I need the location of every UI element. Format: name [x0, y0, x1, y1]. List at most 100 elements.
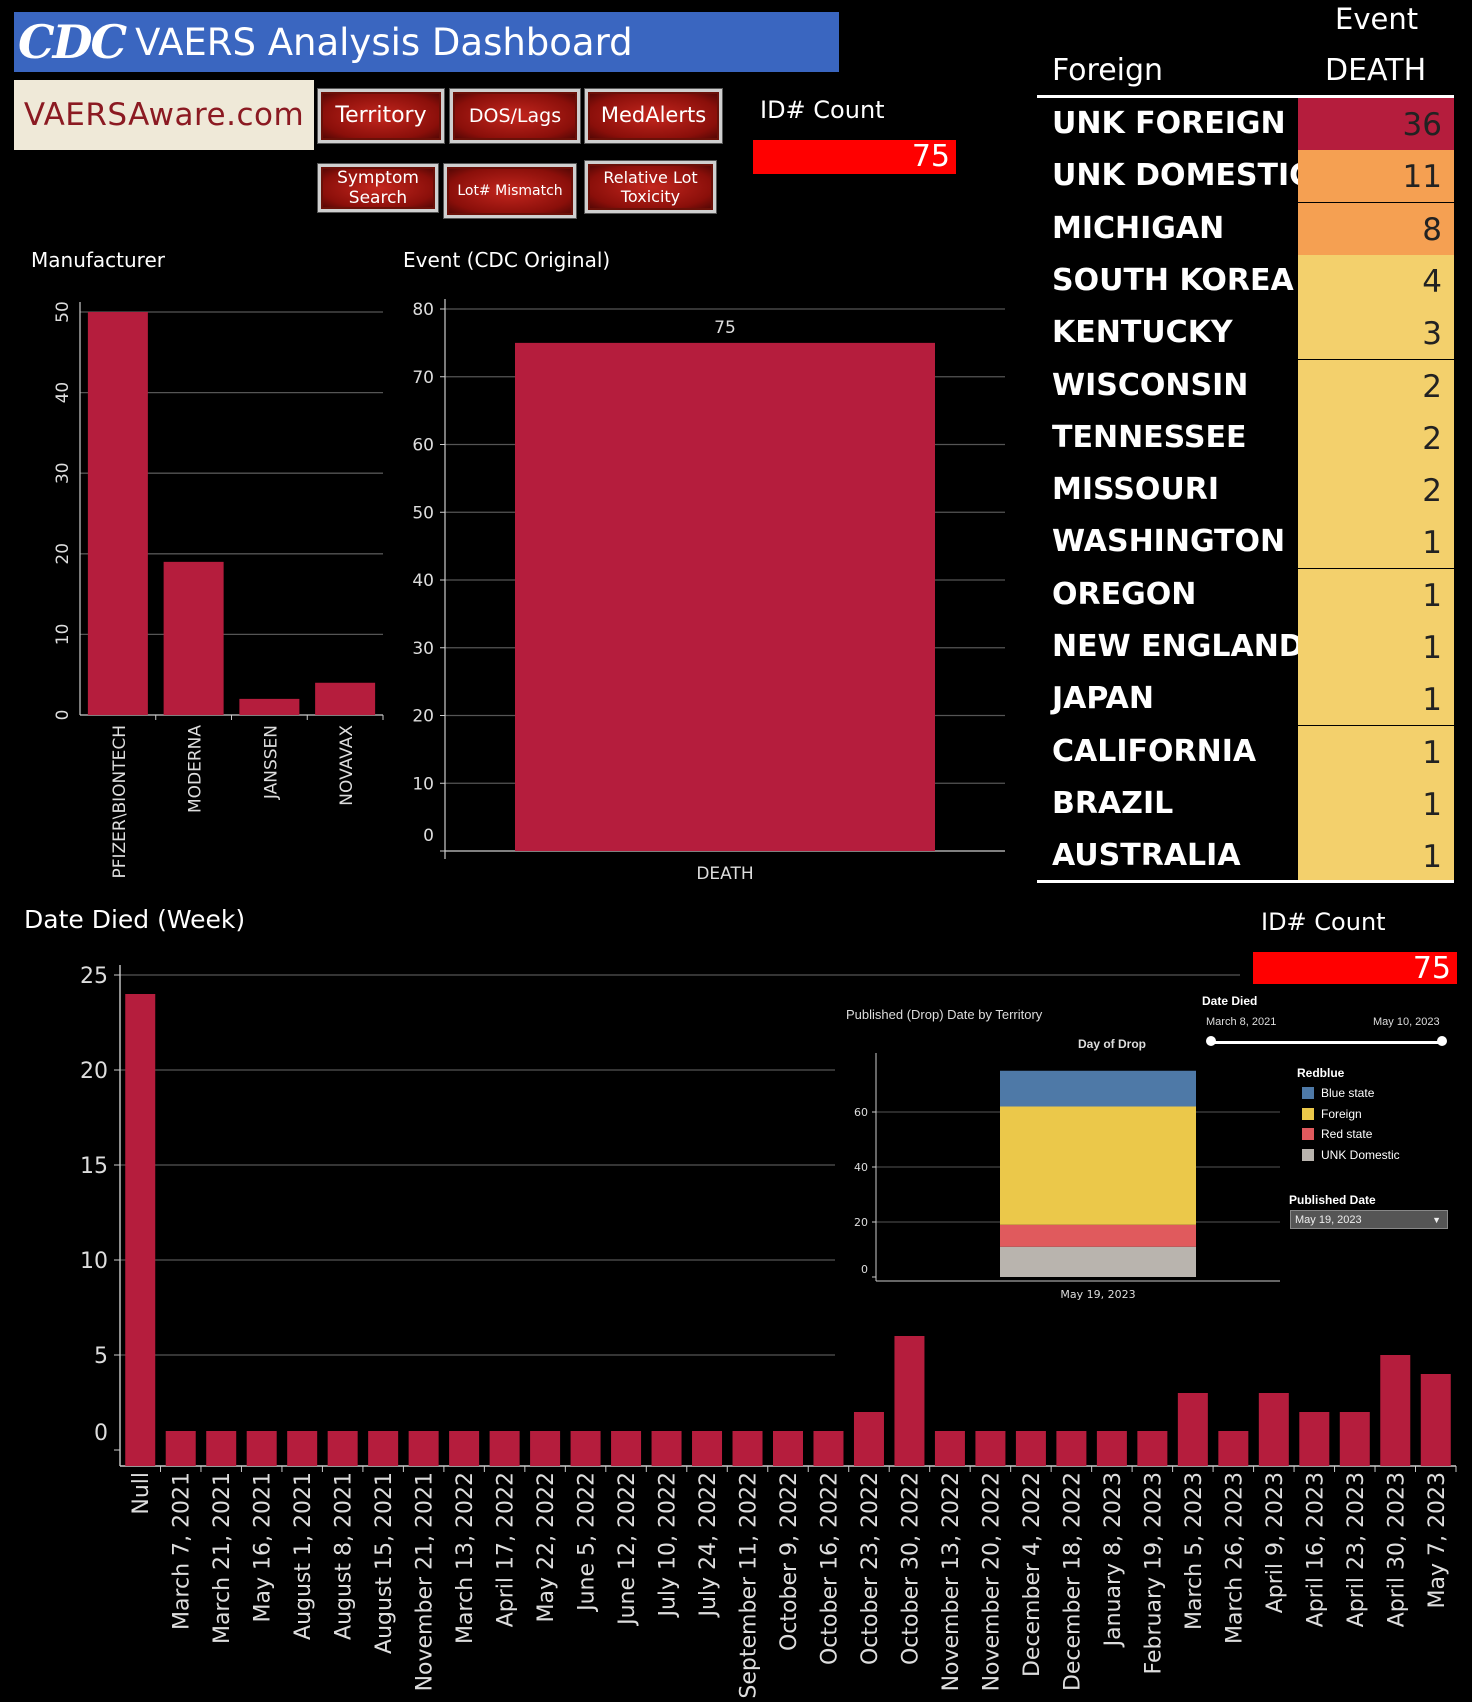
relative-lot-toxicity-button[interactable]: Relative Lot Toxicity — [585, 161, 716, 213]
table-row[interactable]: OREGON 1 — [1037, 568, 1454, 621]
bar — [651, 1431, 682, 1466]
x-tick-label: April 30, 2023 — [1384, 1472, 1409, 1627]
legend-swatch — [1302, 1128, 1314, 1140]
y-tick-label: 50 — [53, 301, 73, 323]
bar — [315, 682, 376, 715]
kpi-bottom-value: 75 — [1253, 952, 1457, 986]
legend-item[interactable]: UNK Domestic — [1302, 1148, 1400, 1162]
table-row[interactable]: BRAZIL 1 — [1037, 777, 1454, 830]
published-date-select[interactable]: May 19, 2023 ▼ — [1290, 1210, 1448, 1229]
site-name: VAERSAware.com — [23, 97, 305, 133]
y-tick-label: 80 — [412, 300, 434, 320]
bar — [1137, 1431, 1168, 1466]
inset-chart-subtitle: Day of Drop — [1078, 1037, 1147, 1051]
x-tick-label: March 21, 2021 — [210, 1472, 235, 1644]
site-logo-box[interactable]: VAERSAware.com — [14, 80, 314, 150]
table-row[interactable]: KENTUCKY 3 — [1037, 307, 1454, 360]
bar — [408, 1431, 439, 1466]
table-row[interactable]: NEW ENGLAND 1 — [1037, 621, 1454, 673]
territory-button[interactable]: Territory — [318, 89, 444, 143]
bar — [611, 1431, 642, 1466]
x-tick-label: August 8, 2021 — [332, 1472, 357, 1640]
table-body: UNK FOREIGN 36 UNK DOMESTIC 11 MICHIGAN 8 SOUT… — [1037, 98, 1454, 883]
stacked-bar-segment — [1000, 1070, 1196, 1107]
y-tick-label: 0 — [53, 710, 73, 721]
x-tick-label: November 20, 2022 — [979, 1472, 1004, 1691]
lot-mismatch-button[interactable]: Lot# Mismatch — [444, 164, 576, 218]
table-row-name: AUSTRALIA — [1052, 838, 1241, 874]
table-row[interactable]: UNK FOREIGN 36 — [1037, 98, 1454, 150]
dos-lags-button[interactable]: DOS/Lags — [450, 89, 580, 143]
bar — [1339, 1412, 1370, 1466]
x-tick-label: June 12, 2022 — [615, 1472, 640, 1627]
x-tick-label: December 4, 2022 — [1020, 1472, 1045, 1677]
bar — [327, 1431, 358, 1466]
y-tick-label: 0 — [861, 1263, 868, 1276]
x-tick-label: March 7, 2021 — [170, 1472, 195, 1630]
x-tick-label: August 1, 2021 — [291, 1472, 316, 1640]
table-row-value: 2 — [1298, 464, 1454, 517]
table-row-value: 2 — [1298, 359, 1454, 412]
x-tick-label: September 11, 2022 — [737, 1472, 762, 1699]
table-col-header-death: DEATH — [1325, 53, 1427, 88]
x-tick-label: October 9, 2022 — [777, 1472, 802, 1651]
table-row[interactable]: TENNESSEE 2 — [1037, 411, 1454, 464]
table-row-name: WISCONSIN — [1052, 367, 1249, 403]
bar — [515, 342, 935, 851]
x-tick-label: October 23, 2022 — [858, 1472, 883, 1665]
x-tick-label: November 13, 2022 — [939, 1472, 964, 1691]
published-drop-chart: 0 20 40 60 May 19, 2023 — [854, 1053, 1280, 1301]
bar — [813, 1431, 844, 1466]
date-range-end: May 10, 2023 — [1373, 1016, 1440, 1028]
bar — [1420, 1374, 1451, 1466]
x-tick-label: April 23, 2023 — [1344, 1472, 1369, 1627]
dashboard-title: VAERS Analysis Dashboard — [135, 20, 633, 64]
x-tick-label: October 16, 2022 — [817, 1472, 842, 1665]
y-tick-label: 10 — [53, 624, 73, 646]
table-row-name: OREGON — [1052, 576, 1197, 612]
legend-title: Redblue — [1297, 1066, 1345, 1080]
date-died-filter-label: Date Died — [1202, 994, 1258, 1008]
table-row-value: 1 — [1298, 516, 1454, 569]
table-row[interactable]: AUSTRALIA 1 — [1037, 830, 1454, 883]
x-tick-label: March 26, 2023 — [1222, 1472, 1247, 1644]
y-tick-label: 5 — [94, 1344, 108, 1369]
table-row-value: 1 — [1298, 830, 1454, 883]
bar — [732, 1431, 763, 1466]
legend-item[interactable]: Blue state — [1302, 1086, 1374, 1100]
y-tick-label: 30 — [53, 462, 73, 484]
table-row[interactable]: JAPAN 1 — [1037, 673, 1454, 726]
table-row[interactable]: CALIFORNIA 1 — [1037, 725, 1454, 778]
legend-item[interactable]: Foreign — [1302, 1107, 1362, 1121]
medalerts-button[interactable]: MedAlerts — [585, 89, 722, 143]
y-tick-label: 0 — [94, 1421, 108, 1446]
x-tick-label: October 30, 2022 — [898, 1472, 923, 1665]
legend-item[interactable]: Red state — [1302, 1127, 1372, 1141]
table-row[interactable]: WISCONSIN 2 — [1037, 359, 1454, 412]
kpi-bottom-label: ID# Count — [1261, 908, 1386, 936]
y-tick-label: 60 — [854, 1106, 868, 1119]
y-tick-label: 20 — [53, 543, 73, 565]
bar — [87, 312, 148, 715]
bar — [894, 1336, 925, 1466]
table-row[interactable]: UNK DOMESTIC 11 — [1037, 150, 1454, 203]
bar — [853, 1412, 884, 1466]
table-row[interactable]: SOUTH KOREA 4 — [1037, 254, 1454, 307]
table-bottom-divider — [1037, 880, 1454, 883]
y-tick-label: 20 — [412, 707, 434, 727]
x-tick-label: May 19, 2023 — [1060, 1288, 1135, 1301]
y-tick-label: 15 — [80, 1154, 108, 1179]
kpi-top-value: 75 — [753, 140, 956, 174]
table-row[interactable]: MISSOURI 2 — [1037, 464, 1454, 517]
table-row[interactable]: WASHINGTON 1 — [1037, 516, 1454, 569]
date-range-slider-track[interactable] — [1212, 1041, 1442, 1044]
date-range-slider-end-handle[interactable] — [1437, 1036, 1447, 1046]
stacked-bar-segment — [1000, 1106, 1196, 1225]
x-tick-label: March 5, 2023 — [1182, 1472, 1207, 1630]
symptom-search-button[interactable]: Symptom Search — [318, 164, 438, 212]
stacked-bar-segment — [1000, 1224, 1196, 1247]
table-row[interactable]: MICHIGAN 8 — [1037, 202, 1454, 255]
date-range-start: March 8, 2021 — [1206, 1016, 1277, 1028]
date-range-slider-start-handle[interactable] — [1206, 1036, 1216, 1046]
x-tick-label: MODERNA — [186, 725, 206, 813]
